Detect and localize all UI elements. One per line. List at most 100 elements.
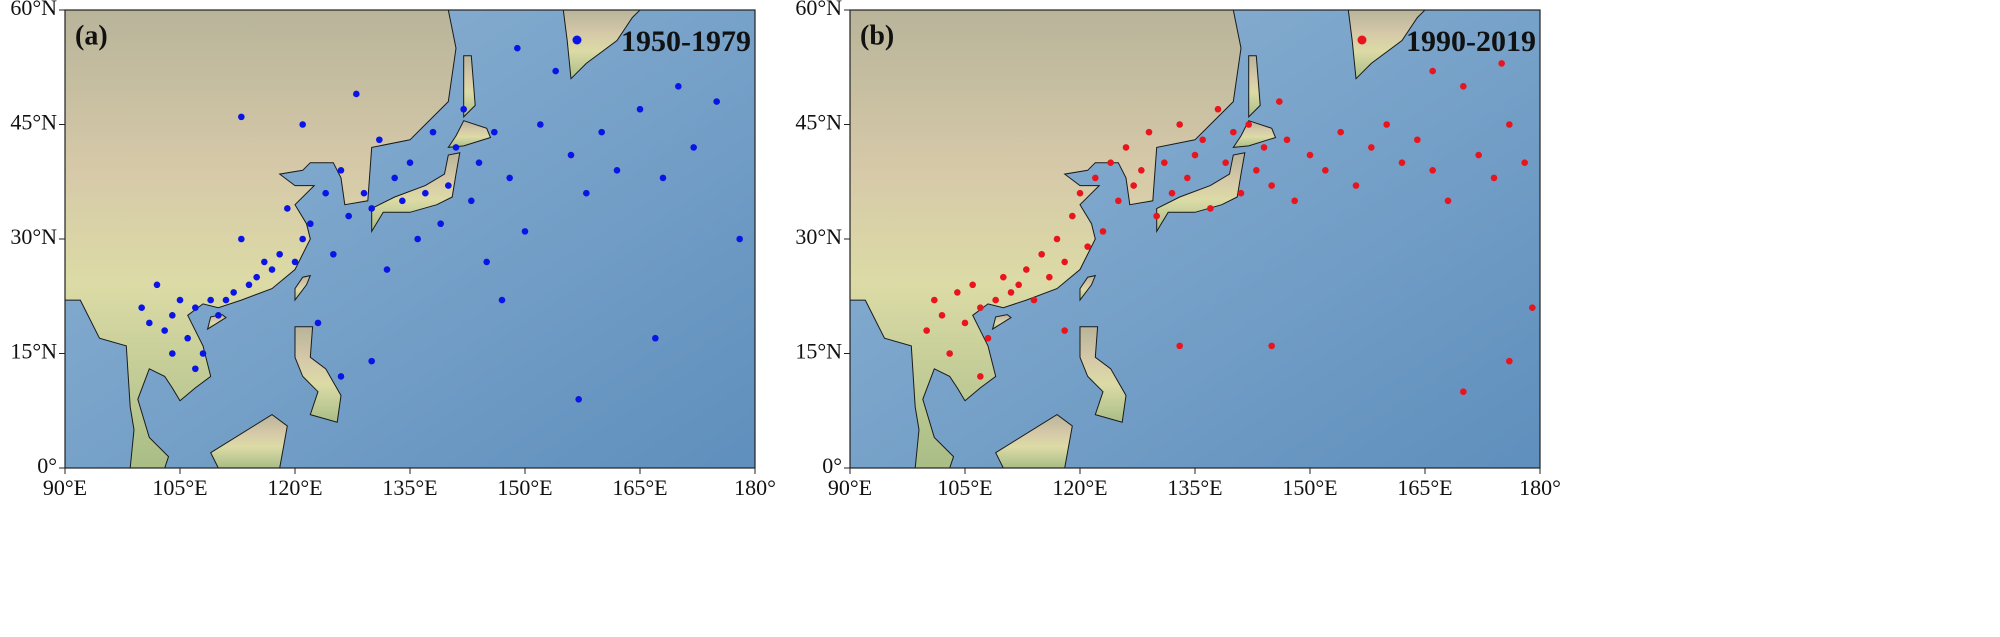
x-tick-label: 120°E	[267, 475, 322, 500]
storm-point	[337, 373, 345, 380]
storm-point	[923, 327, 930, 334]
storm-point	[299, 121, 306, 128]
storm-point	[1214, 105, 1222, 113]
storm-point	[222, 296, 230, 304]
y-tick-label: 30°N	[795, 224, 842, 249]
land	[1248, 55, 1261, 119]
storm-point	[399, 197, 406, 205]
storm-point	[414, 235, 421, 243]
storm-point	[360, 189, 368, 197]
storm-point	[153, 281, 161, 289]
storm-point	[537, 121, 544, 128]
storm-point	[368, 357, 375, 365]
storm-point	[1061, 327, 1068, 334]
storm-point	[1122, 144, 1130, 151]
storm-point	[1368, 144, 1375, 151]
panel-label: (b)	[860, 20, 894, 51]
storm-point	[422, 189, 429, 197]
storm-point	[1490, 174, 1498, 182]
storm-point	[1015, 281, 1022, 289]
storm-point	[1283, 136, 1291, 144]
storm-point	[583, 189, 590, 197]
storm-point	[1191, 151, 1199, 159]
storm-point	[1506, 121, 1513, 128]
storm-point	[1429, 67, 1436, 75]
storm-point	[452, 144, 460, 151]
storm-point	[1460, 388, 1467, 395]
x-tick-label: 165°E	[1397, 475, 1452, 500]
land	[294, 274, 312, 302]
storm-point	[276, 250, 283, 258]
x-tick-label: 120°E	[1052, 475, 1107, 500]
storm-point	[207, 296, 214, 304]
storm-point	[1023, 266, 1030, 273]
land	[1347, 10, 1426, 80]
y-tick-label: 60°N	[10, 0, 57, 20]
storm-point	[429, 128, 437, 136]
storm-point	[1337, 128, 1344, 136]
storm-point	[1199, 136, 1206, 144]
x-tick-label: 180°	[1519, 475, 1561, 500]
storm-point	[1084, 243, 1091, 250]
legend-label: 1950-1979	[621, 25, 751, 58]
land	[1079, 274, 1097, 302]
legend-marker	[1357, 35, 1367, 45]
x-tick-label: 180°	[734, 475, 776, 500]
storm-point	[1053, 235, 1061, 243]
storm-point	[261, 258, 268, 266]
storm-point	[1429, 167, 1436, 174]
storm-point	[245, 281, 253, 289]
storm-point	[230, 289, 237, 296]
x-tick-label: 90°E	[828, 475, 872, 500]
storm-point	[946, 350, 953, 357]
storm-point	[1398, 159, 1406, 166]
storm-point	[184, 334, 191, 342]
storm-point	[652, 334, 659, 342]
storm-point	[1268, 182, 1275, 189]
y-tick-label: 15°N	[795, 339, 842, 364]
y-tick-label: 45°N	[795, 110, 842, 135]
storm-point	[1176, 121, 1183, 128]
storm-point	[192, 304, 199, 312]
storm-point	[376, 136, 383, 144]
y-tick-label: 15°N	[10, 339, 57, 364]
storm-point	[1322, 167, 1329, 174]
storm-point	[437, 220, 444, 228]
markers	[138, 44, 743, 403]
storm-point	[984, 334, 992, 342]
storm-point	[961, 319, 969, 327]
storm-point	[552, 67, 559, 75]
storm-point	[146, 319, 153, 327]
land	[65, 10, 457, 468]
storm-point	[1176, 342, 1183, 350]
storm-point	[1498, 60, 1505, 67]
storm-point	[337, 167, 345, 174]
storm-point	[299, 235, 306, 243]
storm-point	[169, 312, 176, 319]
storm-point	[1253, 167, 1260, 174]
land	[1156, 152, 1246, 234]
land	[991, 314, 1012, 331]
land	[1232, 120, 1277, 149]
storm-point	[1153, 212, 1160, 220]
storm-point	[460, 105, 467, 113]
storm-point	[391, 174, 398, 182]
storm-point	[330, 250, 337, 258]
storm-point	[284, 205, 291, 212]
storm-point	[268, 266, 276, 273]
x-tick-label: 105°E	[152, 475, 207, 500]
storm-point	[1161, 159, 1168, 166]
storm-point	[613, 167, 621, 174]
storm-point	[675, 83, 682, 90]
storm-point	[1184, 174, 1191, 182]
markers	[923, 60, 1536, 395]
storm-point	[1130, 182, 1137, 189]
storm-point	[176, 296, 184, 304]
storm-point	[314, 319, 322, 327]
land	[463, 55, 476, 119]
y-tick-label: 30°N	[10, 224, 57, 249]
storm-point	[475, 159, 483, 166]
storm-point	[253, 273, 260, 281]
storm-point	[992, 296, 999, 304]
storm-point	[483, 258, 490, 266]
